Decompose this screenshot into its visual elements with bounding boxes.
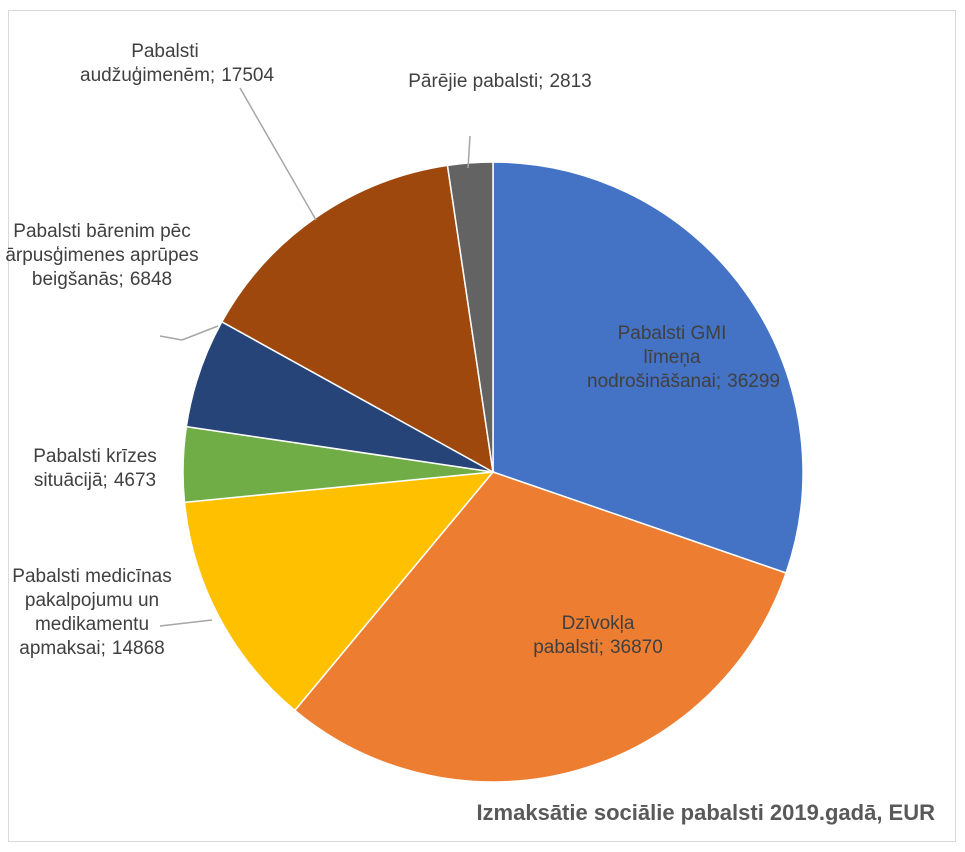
label-value: 6848 bbox=[129, 269, 173, 290]
chart-frame bbox=[8, 10, 956, 842]
label-value: 17504 bbox=[221, 65, 275, 86]
data-label: Pabalsti medicīnas pakalpojumu un medika… bbox=[12, 565, 172, 661]
chart-title: Izmaksātie sociālie pabalsti 2019.gadā, … bbox=[476, 800, 935, 825]
label-category: Pabalsti GMI līmeņa nodrošināšanai; bbox=[587, 323, 727, 392]
label-category: Dzīvokļa pabalsti; bbox=[533, 613, 635, 658]
data-label: Pabalsti bārenim pēc ārpusģimenes aprūpe… bbox=[5, 220, 200, 292]
pie-slice bbox=[183, 471, 495, 712]
label-value: 4673 bbox=[113, 470, 157, 491]
label-value: 36870 bbox=[609, 637, 663, 658]
data-label: Pabalsti GMI līmeņa nodrošināšanai; 36299 bbox=[587, 322, 780, 394]
pie-slice bbox=[446, 161, 494, 473]
label-category: Pabalsti audžuģimenēm; bbox=[80, 41, 216, 86]
label-value: 2813 bbox=[549, 71, 592, 92]
label-category: Pabalsti bārenim pēc ārpusģimenes aprūpe… bbox=[5, 221, 199, 290]
data-label: Pabalsti krīzes situācijā; 4673 bbox=[8, 445, 183, 493]
leader-line bbox=[159, 335, 183, 341]
data-label: Pabalsti audžuģimenēm; 17504 bbox=[80, 40, 274, 88]
pie-slice bbox=[220, 164, 494, 474]
pie-slice bbox=[293, 471, 788, 783]
label-category: Pabalsti krīzes situācijā; bbox=[33, 446, 157, 491]
data-label: Pārējie pabalsti; 2813 bbox=[400, 70, 600, 94]
label-value: 14868 bbox=[111, 638, 165, 659]
label-category: Pabalsti medicīnas pakalpojumu un medika… bbox=[12, 566, 172, 659]
label-category: Pārējie pabalsti; bbox=[408, 71, 544, 92]
pie-slice bbox=[492, 161, 804, 574]
data-label: Dzīvokļa pabalsti; 36870 bbox=[498, 612, 698, 660]
leader-line bbox=[239, 87, 317, 221]
leader-line bbox=[467, 135, 471, 169]
leader-line bbox=[181, 325, 219, 341]
label-value: 36299 bbox=[727, 371, 780, 392]
leader-line bbox=[159, 619, 213, 627]
